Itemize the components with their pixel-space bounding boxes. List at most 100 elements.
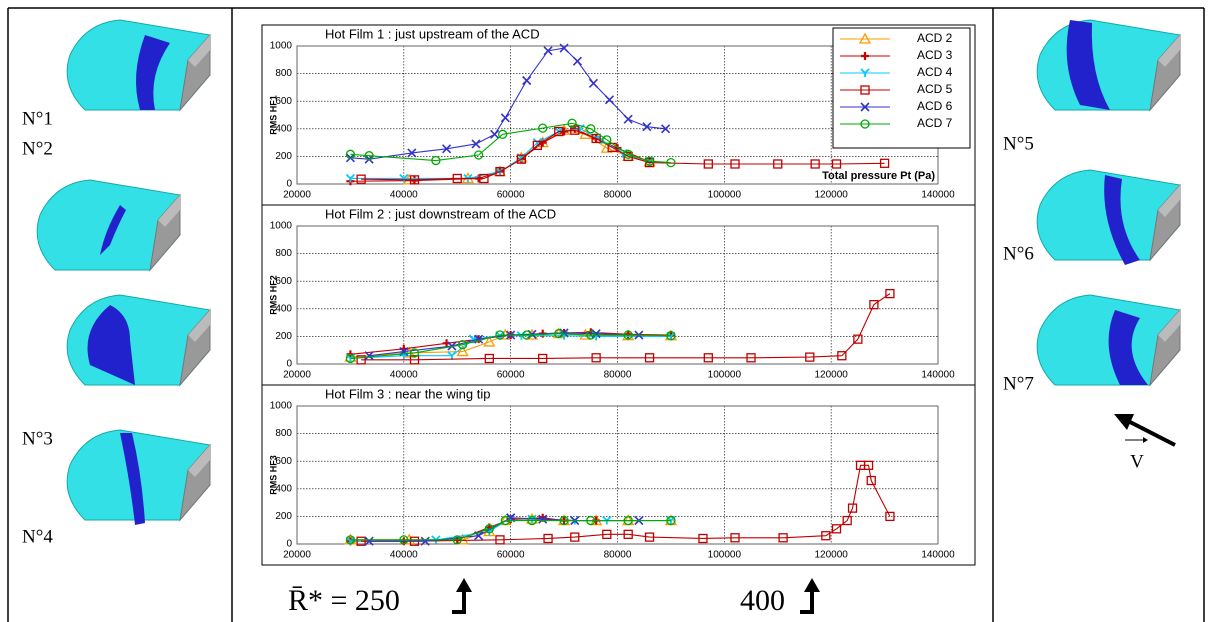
marker [831, 159, 842, 169]
shape-label: N°5 [1003, 133, 1034, 154]
marker [591, 353, 601, 363]
x-tick-label: 20000 [283, 550, 311, 561]
chart-title: Hot Film 2 : just downstream of the ACD [325, 206, 556, 221]
velocity-arrow [1114, 414, 1176, 447]
shape-label: N°4 [22, 526, 53, 547]
marker [644, 532, 655, 542]
marker [821, 531, 831, 541]
marker [538, 353, 548, 364]
legend-label: ACD 3 [917, 48, 953, 62]
marker [879, 158, 890, 168]
x-tick-label: 80000 [604, 190, 632, 201]
marker [538, 123, 548, 133]
pressure-arrow [452, 578, 820, 614]
marker [456, 345, 469, 357]
marker [420, 536, 430, 546]
wing-icon [1036, 169, 1181, 265]
marker [661, 124, 671, 134]
marker [559, 515, 569, 526]
y-tick-label: 0 [286, 359, 292, 370]
y-tick-label: 400 [275, 483, 292, 494]
shape-label: N°1 [22, 108, 53, 129]
marker [500, 515, 510, 526]
legend-box [832, 27, 971, 149]
marker [399, 535, 409, 545]
y-tick-label: 800 [275, 248, 292, 259]
x-tick-label: 100000 [708, 370, 742, 381]
marker [842, 515, 852, 526]
x-tick-label: 40000 [390, 370, 418, 381]
marker [602, 135, 612, 145]
marker [409, 348, 420, 358]
marker [644, 156, 655, 166]
x-tick-label: 20000 [283, 190, 311, 201]
legend-label: ACD 2 [917, 31, 953, 45]
marker [452, 173, 462, 184]
wing-icon [66, 429, 211, 525]
marker [479, 173, 489, 184]
marker [588, 78, 599, 88]
marker [471, 139, 481, 149]
marker [356, 355, 366, 365]
shape-label: N°7 [1003, 373, 1034, 394]
marker [572, 56, 583, 66]
series-line [361, 129, 885, 181]
marker [364, 151, 374, 161]
marker [602, 529, 612, 539]
marker [483, 335, 496, 347]
marker [559, 43, 569, 53]
marker [474, 334, 484, 344]
marker [516, 154, 526, 164]
marker [527, 515, 537, 526]
shape-label: N°6 [1003, 243, 1034, 264]
x-tick-label: 40000 [390, 190, 418, 201]
x-tick-label: 100000 [708, 190, 742, 201]
marker [869, 300, 879, 310]
wing-icon [1036, 19, 1181, 111]
marker [778, 533, 788, 543]
marker [831, 524, 842, 534]
marker [810, 159, 820, 169]
marker [356, 536, 366, 546]
marker [495, 535, 505, 545]
marker [538, 514, 548, 524]
marker [431, 155, 441, 166]
y-tick-label: 600 [275, 276, 292, 287]
marker [490, 129, 500, 139]
y-axis-label: RMS HF1 [268, 95, 278, 135]
marker [522, 75, 532, 86]
marker [495, 166, 505, 177]
plot-area [296, 405, 939, 545]
wing-icon [66, 19, 211, 111]
chart-frame [261, 384, 976, 566]
marker [484, 524, 494, 534]
marker [703, 353, 713, 363]
marker [698, 533, 708, 544]
marker [861, 52, 869, 60]
marker [399, 351, 409, 360]
x-tick-label: 140000 [921, 550, 955, 561]
marker [356, 174, 366, 184]
y-tick-label: 600 [275, 456, 292, 467]
marker [837, 351, 847, 361]
marker [860, 68, 870, 77]
marker [495, 330, 505, 340]
legend-label: ACD 5 [917, 82, 953, 96]
marker [498, 129, 508, 139]
x-tick-label: 120000 [814, 370, 848, 381]
marker [345, 353, 356, 364]
marker [860, 102, 870, 112]
y-tick-label: 800 [275, 68, 292, 79]
wing-icon [66, 294, 211, 386]
marker [885, 288, 895, 299]
chart-title: Hot Film 1 : just upstream of the ACD [325, 26, 540, 41]
shape-label: N°3 [22, 428, 53, 449]
marker [345, 173, 356, 183]
marker [666, 157, 676, 168]
marker [409, 175, 420, 185]
marker [885, 511, 895, 522]
series-line [350, 333, 671, 360]
y-axis-label: RMS HF3 [268, 455, 278, 495]
marker [746, 353, 756, 363]
series-line [409, 129, 650, 181]
